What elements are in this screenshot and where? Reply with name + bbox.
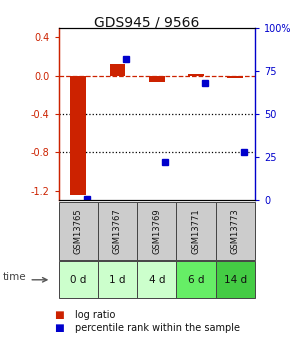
Text: GSM13767: GSM13767 (113, 208, 122, 254)
Text: 0 d: 0 d (70, 275, 86, 285)
Text: ■: ■ (54, 324, 64, 333)
Text: GSM13765: GSM13765 (74, 208, 83, 254)
Text: 14 d: 14 d (224, 275, 247, 285)
Text: GSM13771: GSM13771 (192, 208, 200, 254)
Text: GSM13769: GSM13769 (152, 208, 161, 254)
Text: 4 d: 4 d (149, 275, 165, 285)
Text: time: time (3, 272, 27, 282)
Text: GDS945 / 9566: GDS945 / 9566 (94, 16, 199, 30)
Bar (110, 64, 125, 76)
Bar (149, 76, 165, 82)
Bar (188, 73, 204, 76)
Text: percentile rank within the sample: percentile rank within the sample (75, 324, 240, 333)
Text: log ratio: log ratio (75, 310, 115, 319)
Text: 6 d: 6 d (188, 275, 204, 285)
Text: 1 d: 1 d (109, 275, 126, 285)
Text: ■: ■ (54, 310, 64, 319)
Bar (227, 76, 243, 78)
Bar (70, 76, 86, 195)
Text: GSM13773: GSM13773 (231, 208, 240, 254)
